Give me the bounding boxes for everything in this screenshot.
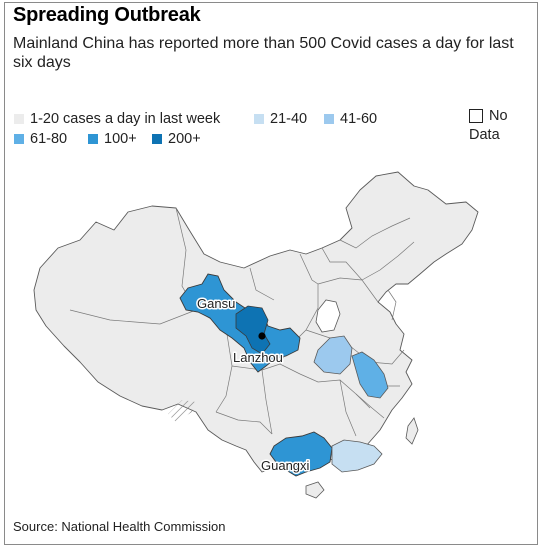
legend-no-data-label-2: Data bbox=[469, 127, 500, 143]
region-no-data bbox=[315, 299, 341, 333]
legend-item-41-60: 41-60 bbox=[324, 111, 377, 127]
legend-item-61-80: 61-80 bbox=[14, 131, 67, 147]
legend-swatch bbox=[324, 114, 334, 124]
region-guangxi bbox=[269, 431, 333, 477]
legend-label: 200+ bbox=[168, 131, 201, 147]
label-gansu: Gansu bbox=[197, 296, 235, 311]
legend-item-100-plus: 100+ bbox=[88, 131, 137, 147]
legend-item-1-20: 1-20 cases a day in last week bbox=[14, 111, 220, 127]
region-gansu-core bbox=[235, 305, 271, 355]
label-guangxi: Guangxi bbox=[261, 458, 310, 473]
legend-item-200-plus: 200+ bbox=[152, 131, 201, 147]
legend-item-21-40: 21-40 bbox=[254, 111, 307, 127]
legend-swatch bbox=[254, 114, 264, 124]
province-borders bbox=[69, 207, 415, 437]
label-lanzhou: Lanzhou bbox=[233, 350, 283, 365]
legend-swatch bbox=[88, 134, 98, 144]
legend-no-data-label: No bbox=[489, 108, 508, 124]
legend-no-data-swatch bbox=[469, 109, 483, 123]
legend-swatch bbox=[14, 134, 24, 144]
legend-label: 100+ bbox=[104, 131, 137, 147]
chart-frame bbox=[4, 2, 538, 545]
legend-label: 21-40 bbox=[270, 111, 308, 127]
region-guangdong bbox=[331, 439, 383, 473]
subtitle: Mainland China has reported more than 50… bbox=[13, 35, 514, 71]
region-anhui bbox=[351, 351, 389, 399]
region-disputed-hatched bbox=[168, 400, 196, 422]
lanzhou-city-dot bbox=[258, 332, 266, 340]
china-map: Gansu Lanzhou Guangxi bbox=[33, 171, 479, 499]
region-henan bbox=[313, 335, 353, 375]
legend-swatch bbox=[14, 114, 24, 124]
region-taiwan bbox=[405, 417, 419, 445]
region-hainan bbox=[305, 481, 325, 499]
source-note: Source: National Health Commission bbox=[13, 519, 226, 534]
legend-swatch bbox=[152, 134, 162, 144]
legend-label: 41-60 bbox=[340, 111, 378, 127]
legend-label: 61-80 bbox=[30, 131, 68, 147]
legend-label: 1-20 cases a day in last week bbox=[30, 111, 221, 127]
page-title: Spreading Outbreak bbox=[13, 4, 201, 26]
